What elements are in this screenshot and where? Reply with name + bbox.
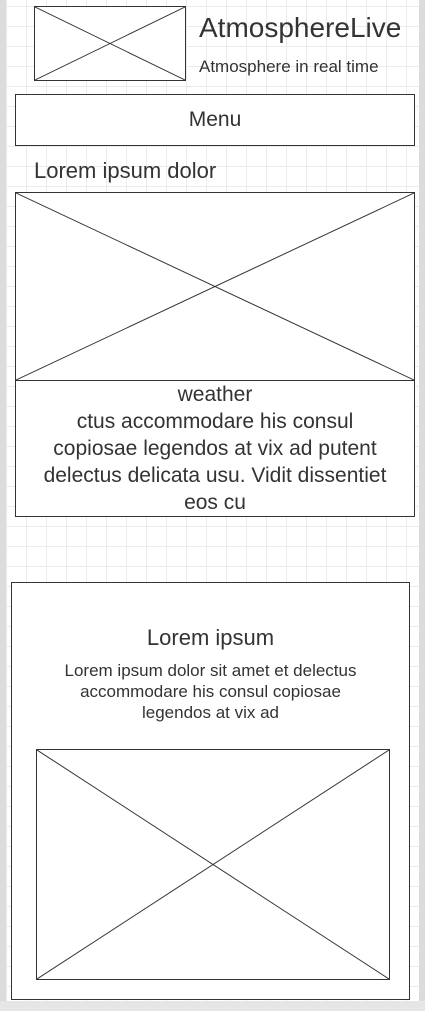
placeholder-cross-icon: [35, 7, 185, 80]
placeholder-cross-icon: [37, 750, 389, 979]
placeholder-cross-icon: [16, 193, 414, 380]
site-tagline: Atmosphere in real time: [199, 57, 379, 76]
content-card: Lorem ipsum Lorem ipsum dolor sit amet e…: [11, 582, 410, 1000]
card-title: Lorem ipsum: [146, 625, 275, 650]
logo-image-placeholder: [34, 6, 186, 81]
feature-heading: Lorem ipsum dolor: [34, 158, 217, 183]
caption-title: weather: [177, 383, 253, 406]
menu-label: Menu: [188, 108, 242, 131]
caption-line: eos cu: [184, 491, 246, 514]
card-body: Lorem ipsum dolor sit amet et delectus a…: [12, 660, 409, 723]
caption-line: ctus accommodare his consul: [76, 410, 354, 433]
bottom-frame-edge: [0, 1001, 425, 1011]
card-body-line: legendos at vix ad: [141, 703, 280, 722]
caption-line: copiosae legendos at vix ad putent: [53, 437, 377, 460]
site-title: AtmosphereLive: [199, 12, 402, 43]
caption-line: delectus delicata usu. Vidit dissentiet: [43, 464, 387, 487]
feature-caption: weather ctus accommodare his consul copi…: [15, 380, 415, 517]
card-body-line: accommodare his consul copiosae: [80, 682, 341, 701]
feature-image-placeholder: [15, 192, 415, 381]
left-frame-edge: [0, 0, 6, 1011]
right-frame-edge: [419, 0, 425, 1011]
card-body-line: Lorem ipsum dolor sit amet et delectus: [64, 661, 357, 680]
menu-button[interactable]: Menu: [15, 94, 415, 146]
card-image-placeholder: [36, 749, 390, 980]
